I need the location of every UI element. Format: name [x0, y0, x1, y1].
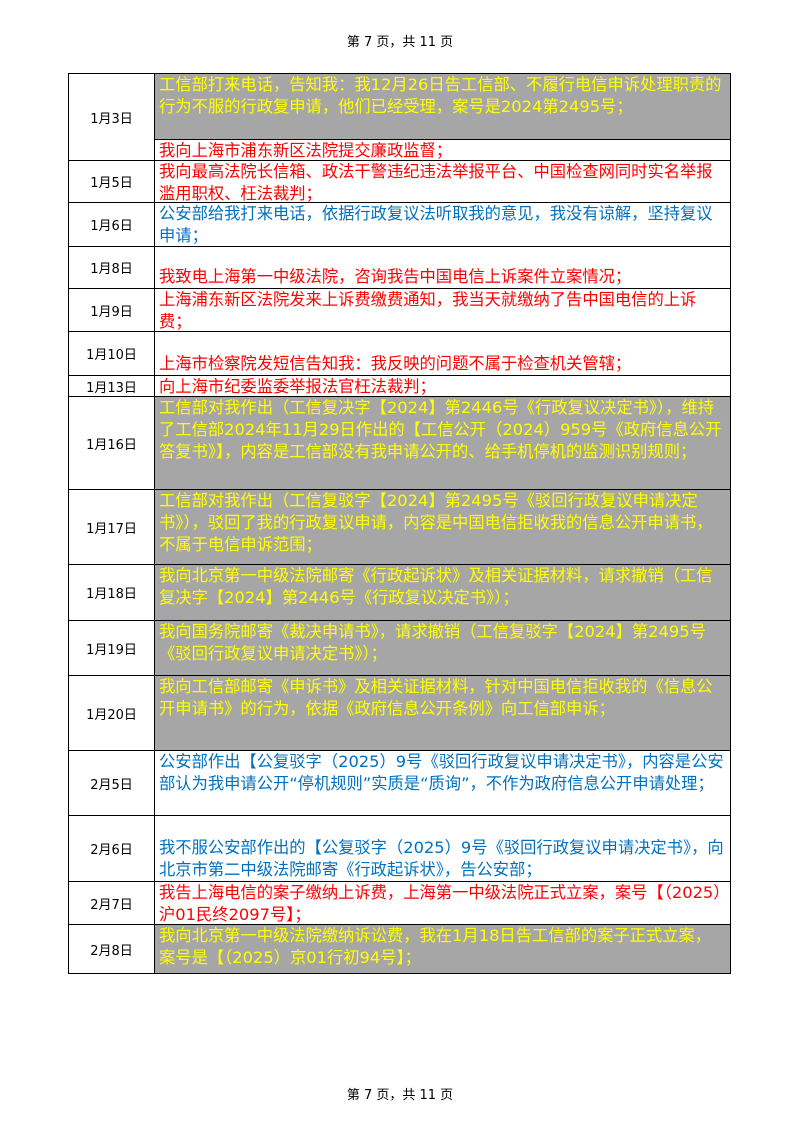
table-row: 1月17日 工信部对我作出（工信复驳字【2024】第2495号《驳回行政复议申请决…	[68, 489, 731, 565]
event-text: 我向上海市浦东新区法院提交廉政监督；	[159, 141, 453, 160]
event-cell: 上海浦东新区法院发来上诉费缴费通知，我当天就缴纳了告中国电信的上诉费；	[154, 288, 731, 332]
event-text: 我向最高法院长信箱、政法干警违纪违法举报平台、中国检查网同时实名举报滥用职权、枉…	[159, 162, 713, 202]
event-cell: 公安部作出【公复驳字（2025）9号《驳回行政复议申请决定书》，内容是公安部认为…	[154, 750, 731, 816]
table-row: 1月3日 工信部打来电话，告知我：我12月26日告工信部、不履行电信申诉处理职责的…	[68, 73, 731, 161]
date-cell: 1月13日	[68, 375, 155, 397]
event-text: 我不服公安部作出的【公复驳字（2025）9号《驳回行政复议申请决定书》，向北京市…	[159, 838, 724, 879]
event-text: 工信部打来电话，告知我：我12月26日告工信部、不履行电信申诉处理职责的行为不服…	[159, 75, 722, 116]
event-text: 我向国务院邮寄《裁决申请书》，请求撤销（工信复驳字【2024】第2495号《驳回…	[159, 622, 706, 663]
table-row: 1月18日 我向北京第一中级法院邮寄《行政起诉状》及相关证据材料，请求撤销（工信复…	[68, 564, 731, 621]
table-row: 1月20日 我向工信部邮寄《申诉书》及相关证据材料，针对中国电信拒收我的《信息公开…	[68, 675, 731, 751]
event-cell: 我向北京第一中级法院邮寄《行政起诉状》及相关证据材料，请求撤销（工信复决字【20…	[154, 564, 731, 621]
event-log-table: 1月3日 工信部打来电话，告知我：我12月26日告工信部、不履行电信申诉处理职责的…	[68, 73, 731, 974]
page-header: 第 7 页，共 11 页	[346, 35, 454, 50]
event-cell: 我向北京第一中级法院缴纳诉讼费，我在1月18日告工信部的案子正式立案，案号是【（…	[154, 924, 731, 974]
date-cell: 1月9日	[68, 288, 155, 332]
date-cell: 2月7日	[68, 881, 155, 925]
table-row: 2月5日 公安部作出【公复驳字（2025）9号《驳回行政复议申请决定书》，内容是公…	[68, 750, 731, 816]
date-cell: 1月5日	[68, 160, 155, 203]
event-cell: 工信部打来电话，告知我：我12月26日告工信部、不履行电信申诉处理职责的行为不服…	[154, 73, 731, 140]
table-row: 1月8日 我致电上海第一中级法院，咨询我告中国电信上诉案件立案情况；	[68, 246, 731, 289]
table-row: 1月10日 上海市检察院发短信告知我：我反映的问题不属于检查机关管辖；	[68, 331, 731, 376]
date-cell: 1月8日	[68, 246, 155, 289]
date-cell: 1月17日	[68, 489, 155, 565]
table-row: 1月6日 公安部给我打来电话，依据行政复议法听取我的意见，我没有谅解，坚持复议申请…	[68, 202, 731, 247]
date-cell: 2月8日	[68, 924, 155, 974]
table-row: 2月6日 我不服公安部作出的【公复驳字（2025）9号《驳回行政复议申请决定书》，…	[68, 815, 731, 882]
date-cell: 1月20日	[68, 675, 155, 751]
table-row: 2月7日 我告上海电信的案子缴纳上诉费，上海第一中级法院正式立案，案号【（2025…	[68, 881, 731, 925]
event-cell: 工信部对我作出（工信复驳字【2024】第2495号《驳回行政复议申请决定书》），…	[154, 489, 731, 565]
date-cell: 2月6日	[68, 815, 155, 882]
table-row: 1月9日 上海浦东新区法院发来上诉费缴费通知，我当天就缴纳了告中国电信的上诉费；	[68, 288, 731, 332]
event-text: 我向北京第一中级法院邮寄《行政起诉状》及相关证据材料，请求撤销（工信复决字【20…	[159, 566, 713, 607]
event-cell: 我向国务院邮寄《裁决申请书》，请求撤销（工信复驳字【2024】第2495号《驳回…	[154, 620, 731, 676]
event-cell: 我告上海电信的案子缴纳上诉费，上海第一中级法院正式立案，案号【（2025）沪01…	[154, 881, 731, 925]
event-cell: 我向最高法院长信箱、政法干警违纪违法举报平台、中国检查网同时实名举报滥用职权、枉…	[154, 160, 731, 203]
event-text: 我向工信部邮寄《申诉书》及相关证据材料，针对中国电信拒收我的《信息公开申请书》的…	[159, 677, 713, 718]
event-text: 上海浦东新区法院发来上诉费缴费通知，我当天就缴纳了告中国电信的上诉费；	[159, 290, 697, 331]
event-cell: 我不服公安部作出的【公复驳字（2025）9号《驳回行政复议申请决定书》，向北京市…	[154, 815, 731, 882]
event-cell: 工信部对我作出（工信复决字【2024】第2446号《行政复议决定书》），维持了工…	[154, 396, 731, 490]
event-text: 我致电上海第一中级法院，咨询我告中国电信上诉案件立案情况；	[159, 267, 632, 286]
date-cell: 1月3日	[68, 73, 155, 161]
event-cell: 上海市检察院发短信告知我：我反映的问题不属于检查机关管辖；	[154, 331, 731, 376]
date-cell: 2月5日	[68, 750, 155, 816]
date-cell: 1月19日	[68, 620, 155, 676]
event-text: 公安部作出【公复驳字（2025）9号《驳回行政复议申请决定书》，内容是公安部认为…	[159, 752, 724, 793]
event-text: 向上海市纪委监委举报法官枉法裁判；	[159, 377, 436, 396]
event-text: 公安部给我打来电话，依据行政复议法听取我的意见，我没有谅解，坚持复议申请；	[159, 204, 713, 245]
date-cell: 1月10日	[68, 331, 155, 376]
date-cell: 1月6日	[68, 202, 155, 247]
event-text: 工信部对我作出（工信复驳字【2024】第2495号《驳回行政复议申请决定书》），…	[159, 491, 713, 554]
table-row: 1月5日 我向最高法院长信箱、政法干警违纪违法举报平台、中国检查网同时实名举报滥用…	[68, 160, 731, 203]
event-text: 上海市检察院发短信告知我：我反映的问题不属于检查机关管辖；	[159, 354, 632, 373]
page-footer: 第 7 页，共 11 页	[346, 1088, 454, 1103]
table-row: 1月19日 我向国务院邮寄《裁决申请书》，请求撤销（工信复驳字【2024】第249…	[68, 620, 731, 676]
table-row: 我向上海市浦东新区法院提交廉政监督；	[69, 139, 731, 161]
event-cell: 向上海市纪委监委举报法官枉法裁判；	[154, 375, 731, 397]
event-cell: 我向工信部邮寄《申诉书》及相关证据材料，针对中国电信拒收我的《信息公开申请书》的…	[154, 675, 731, 751]
event-text: 我向北京第一中级法院缴纳诉讼费，我在1月18日告工信部的案子正式立案，案号是【（…	[159, 926, 712, 967]
table-row: 1月16日 工信部对我作出（工信复决字【2024】第2446号《行政复议决定书》）…	[68, 396, 731, 490]
event-cell: 我向上海市浦东新区法院提交廉政监督；	[154, 139, 731, 161]
date-cell: 1月18日	[68, 564, 155, 621]
table-row: 1月13日 向上海市纪委监委举报法官枉法裁判；	[68, 375, 731, 397]
event-cell: 公安部给我打来电话，依据行政复议法听取我的意见，我没有谅解，坚持复议申请；	[154, 202, 731, 247]
event-cell: 我致电上海第一中级法院，咨询我告中国电信上诉案件立案情况；	[154, 246, 731, 289]
date-cell: 1月16日	[68, 396, 155, 490]
event-text: 我告上海电信的案子缴纳上诉费，上海第一中级法院正式立案，案号【（2025）沪01…	[159, 883, 722, 924]
table-row: 2月8日 我向北京第一中级法院缴纳诉讼费，我在1月18日告工信部的案子正式立案，案…	[68, 924, 731, 974]
event-text: 工信部对我作出（工信复决字【2024】第2446号《行政复议决定书》），维持了工…	[159, 398, 722, 461]
